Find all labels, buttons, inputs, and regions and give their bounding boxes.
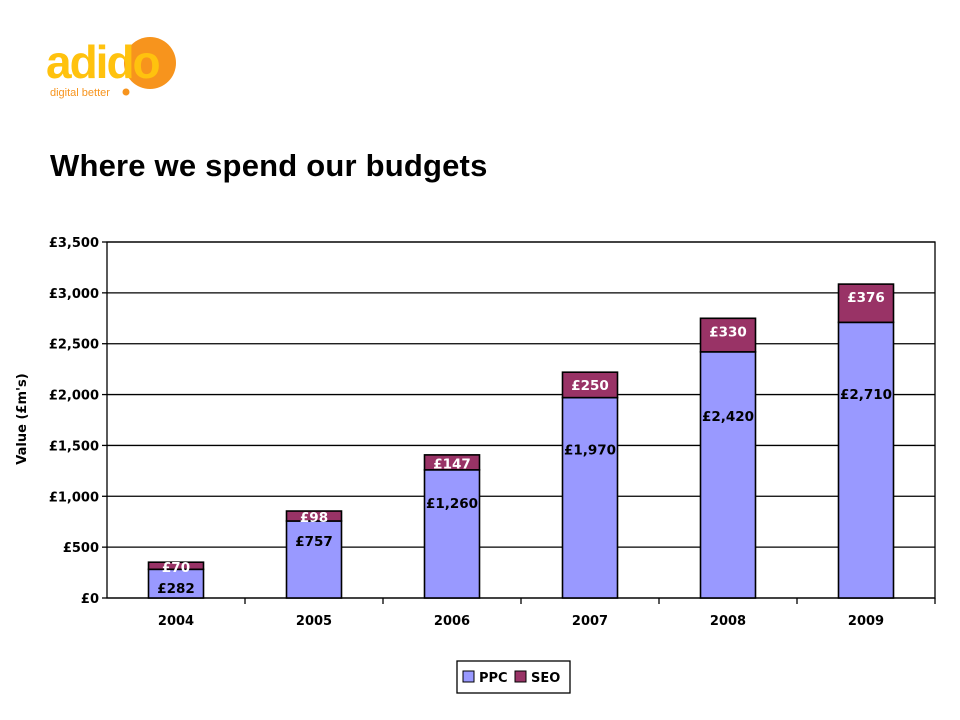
bar-ppc-2006 (423, 469, 481, 599)
logo-orbit-circle (124, 37, 176, 89)
logo-tagline: digital better (50, 87, 110, 99)
bar-seo-2008 (699, 317, 757, 353)
bar-ppc-2008 (699, 351, 757, 599)
x-tick-label: 2005 (296, 614, 332, 629)
logo-dot-icon (122, 88, 130, 96)
y-tick-label: £3,000 (49, 287, 99, 302)
y-tick-label: £1,500 (49, 439, 99, 454)
adido-logo: adido digital better (46, 36, 176, 99)
y-axis-label: Value (£m's) (15, 373, 30, 464)
bar-seo-2006 (423, 454, 481, 471)
y-tick-label: £2,500 (49, 338, 99, 353)
bar-ppc-2009 (837, 321, 895, 599)
chart-legend: PPC SEO (456, 660, 571, 694)
plot-border (106, 241, 936, 599)
bar-seo-2005 (285, 510, 343, 522)
y-tick-label: £2,000 (49, 389, 99, 404)
data-label-seo: £98 (300, 510, 328, 526)
data-label-ppc: £2,420 (702, 409, 754, 425)
data-label-ppc: £282 (157, 581, 195, 597)
slide-title: Where we spend our budgets (50, 148, 488, 183)
x-tick-label: 2009 (848, 614, 884, 629)
stacked-bar-chart: £0 £500 £1,000 £1,500 £2,000 £2,500 £3,000 £3,5… (15, 236, 936, 694)
x-tick-label: 2007 (572, 614, 608, 629)
legend-label-seo: SEO (531, 671, 560, 686)
data-label-seo: £330 (709, 324, 747, 340)
gridlines (102, 241, 936, 604)
bar-ppc-2005 (285, 520, 343, 599)
data-label-seo: £147 (433, 456, 471, 472)
bar-seo-2007 (561, 371, 619, 399)
bar-seo-2004 (147, 561, 205, 571)
y-tick-label: £0 (81, 592, 99, 607)
data-labels: £282 £70 £757 £98 £1,260 £147 £1,970 £250 £2,420… (157, 290, 892, 597)
x-tick-label: 2004 (158, 614, 194, 629)
data-label-seo: £250 (571, 378, 609, 394)
bars (147, 283, 895, 599)
y-tick-label: £500 (63, 541, 99, 556)
data-label-seo: £376 (847, 290, 885, 306)
x-tick-labels: 2004 2005 2006 2007 2008 2009 (158, 614, 884, 629)
data-label-ppc: £757 (295, 534, 333, 550)
data-label-ppc: £1,970 (564, 443, 616, 459)
data-label-ppc: £2,710 (840, 387, 892, 403)
bar-seo-2009 (837, 283, 895, 324)
legend-swatch-ppc (462, 670, 475, 683)
y-tick-label: £1,000 (49, 490, 99, 505)
x-tick-label: 2008 (710, 614, 746, 629)
legend-box (456, 660, 571, 694)
bar-ppc-2007 (561, 396, 619, 599)
data-label-ppc: £1,260 (426, 496, 478, 512)
legend-swatch-seo (514, 670, 527, 683)
logo-wordmark: adido (46, 36, 160, 88)
y-tick-label: £3,500 (49, 236, 99, 251)
data-label-seo: £70 (162, 560, 190, 576)
x-tick-label: 2006 (434, 614, 470, 629)
y-tick-labels: £0 £500 £1,000 £1,500 £2,000 £2,500 £3,000 £3,5… (49, 236, 99, 607)
bar-ppc-2004 (147, 568, 205, 599)
legend-label-ppc: PPC (479, 671, 508, 686)
